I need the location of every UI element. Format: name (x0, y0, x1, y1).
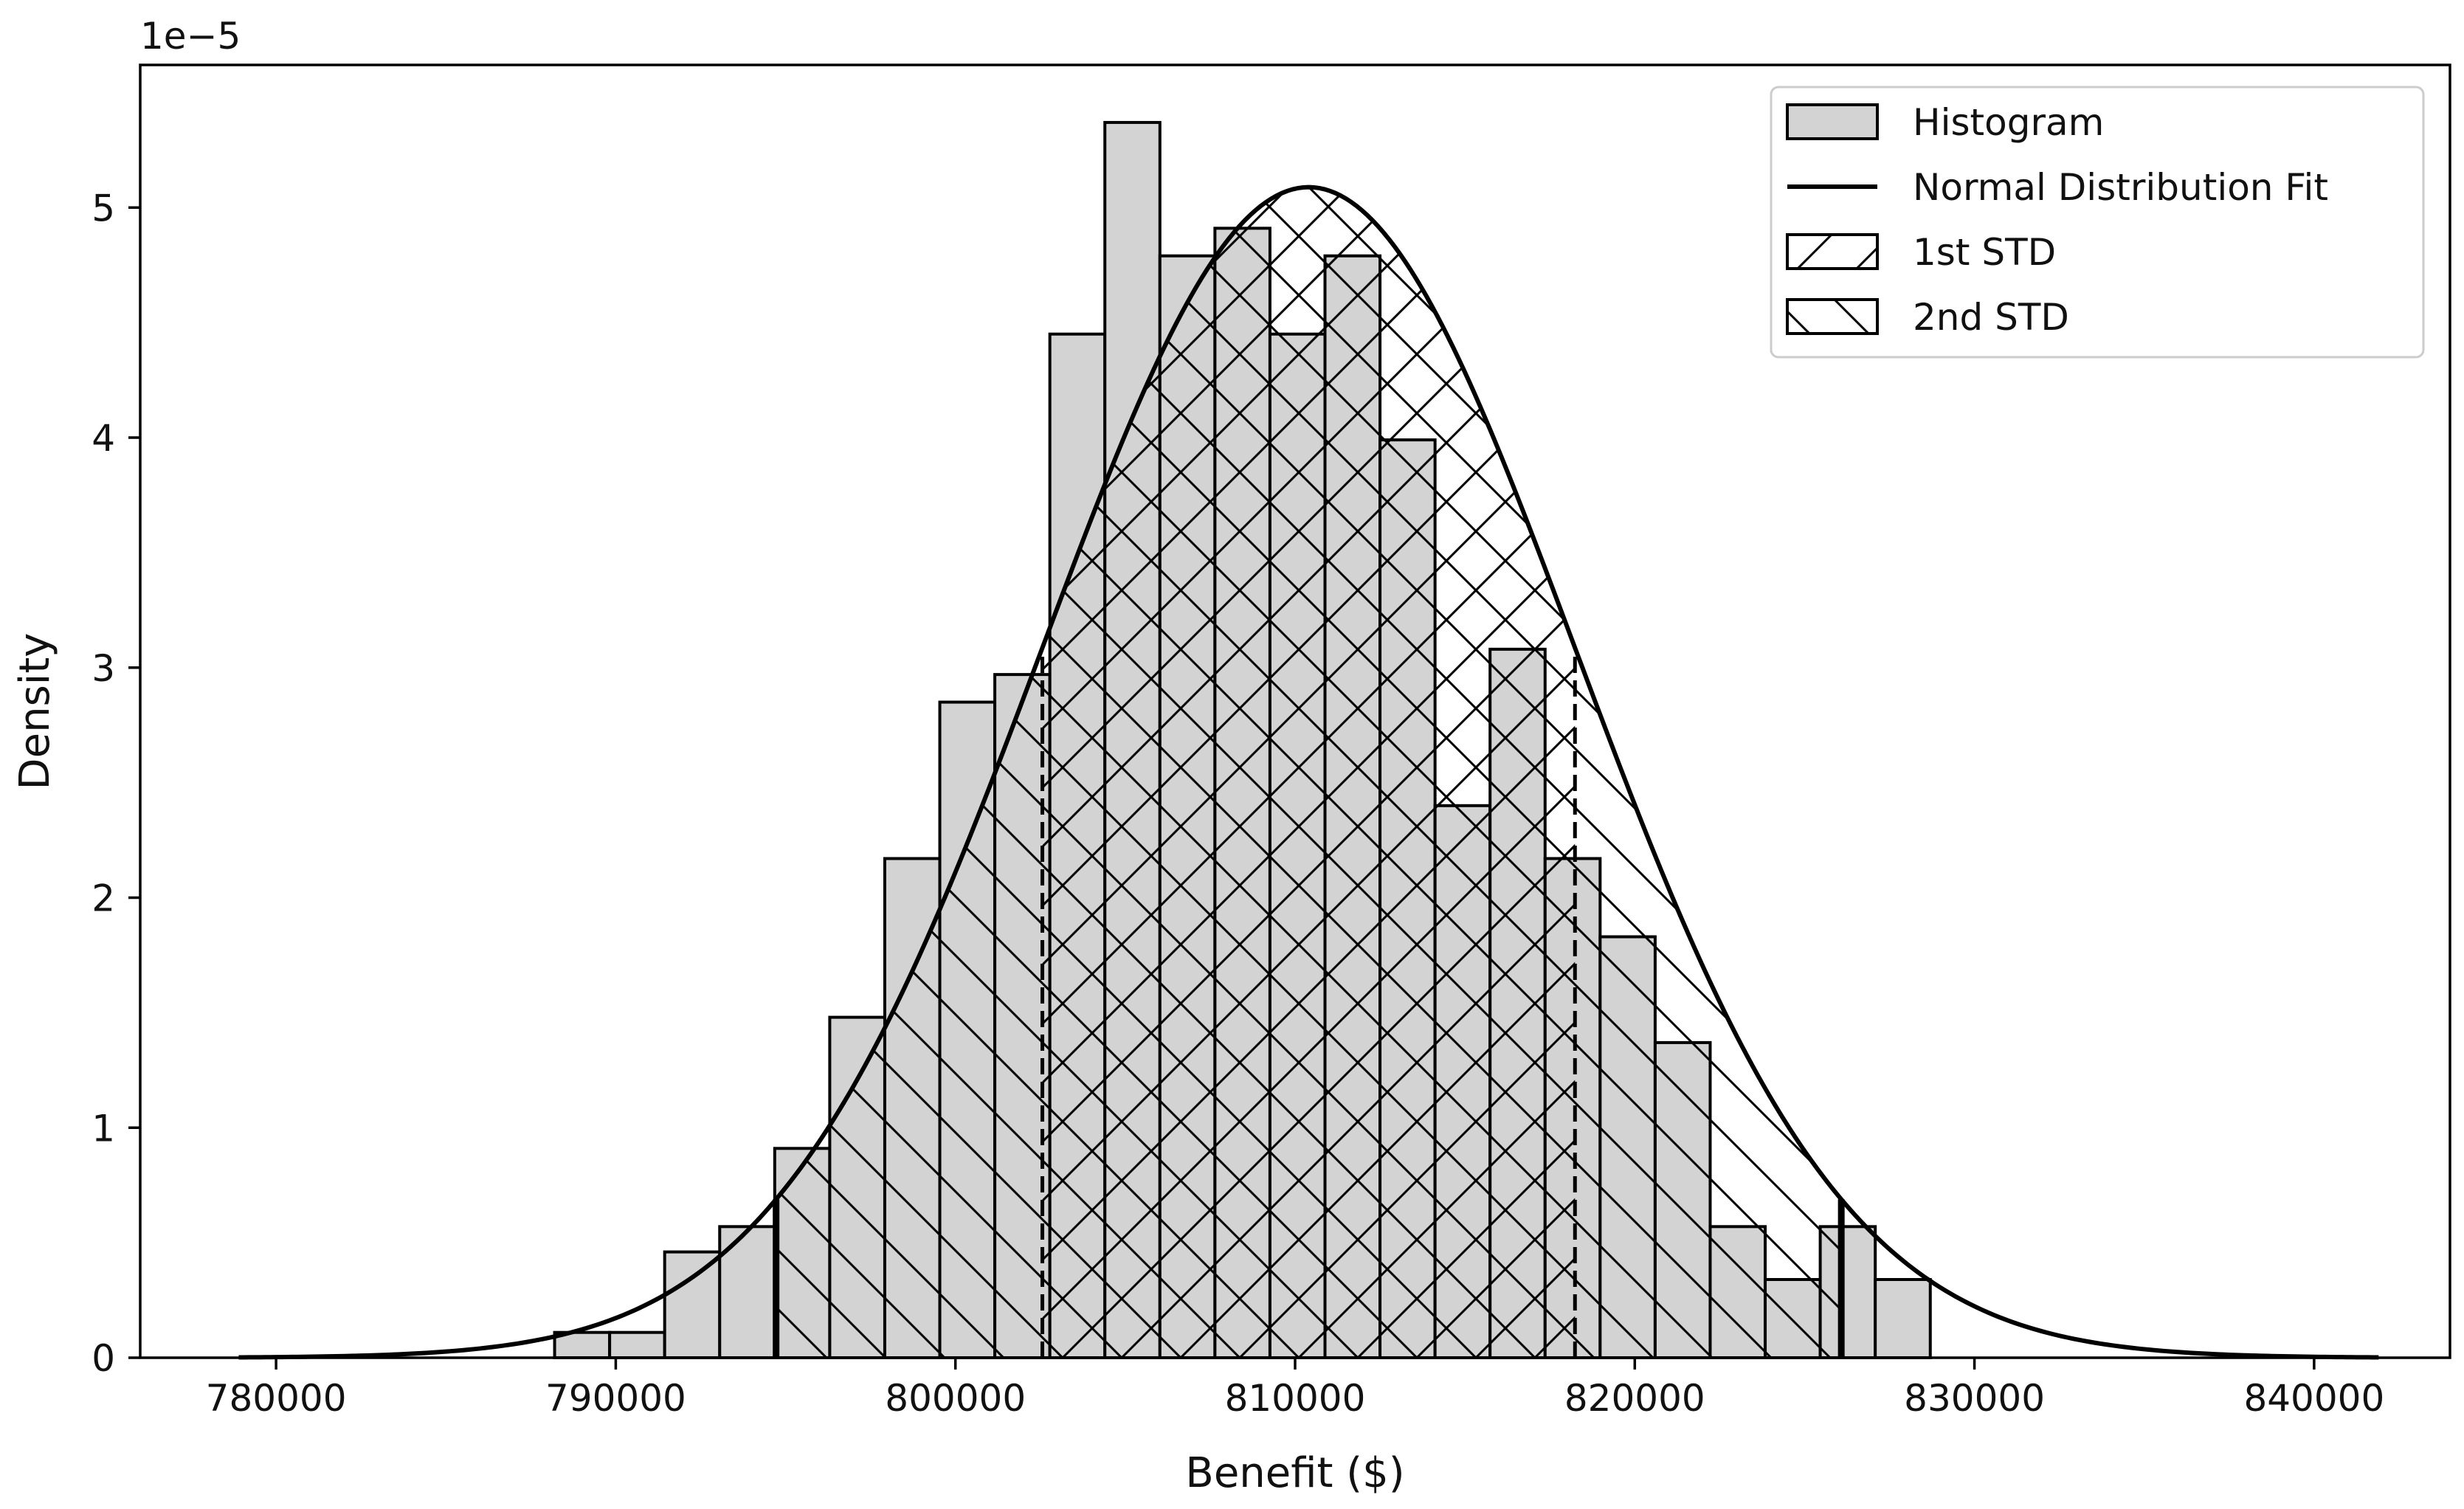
legend-label-std2: 2nd STD (1913, 296, 2069, 339)
x-tick-label: 780000 (206, 1377, 347, 1420)
legend-swatch-std2 (1786, 298, 1879, 335)
x-tick-label: 790000 (545, 1377, 686, 1420)
legend-swatch-std1 (1786, 233, 1879, 270)
x-tick-label: 820000 (1564, 1377, 1705, 1420)
y-axis-label: Density (11, 633, 59, 790)
y-scale-label: 1e−5 (140, 15, 241, 58)
legend-label-std1: 1st STD (1913, 231, 2056, 274)
y-tick-label: 2 (92, 877, 115, 920)
legend-label-fit: Normal Distribution Fit (1913, 166, 2328, 209)
y-tick-label: 1 (92, 1107, 115, 1150)
y-tick-label: 4 (92, 417, 115, 460)
x-tick-label: 810000 (1225, 1377, 1366, 1420)
legend-label-histogram: Histogram (1913, 101, 2104, 144)
y-tick-label: 3 (92, 647, 115, 690)
y-tick-label: 0 (92, 1337, 115, 1380)
legend-swatch-histogram (1786, 103, 1879, 140)
normal-fit-curve (238, 184, 2379, 1360)
x-tick-label: 830000 (1904, 1377, 2045, 1420)
y-tick-label: 5 (92, 187, 115, 229)
histogram-bar (1874, 1278, 1932, 1359)
x-tick-label: 840000 (2243, 1377, 2384, 1420)
legend-box (1770, 86, 2425, 359)
std1-band (1042, 187, 1576, 1358)
histogram-bar (608, 1330, 666, 1359)
x-axis-label: Benefit ($) (1185, 1449, 1404, 1497)
x-tick-label: 800000 (885, 1377, 1026, 1420)
histogram-bar (663, 1250, 722, 1360)
